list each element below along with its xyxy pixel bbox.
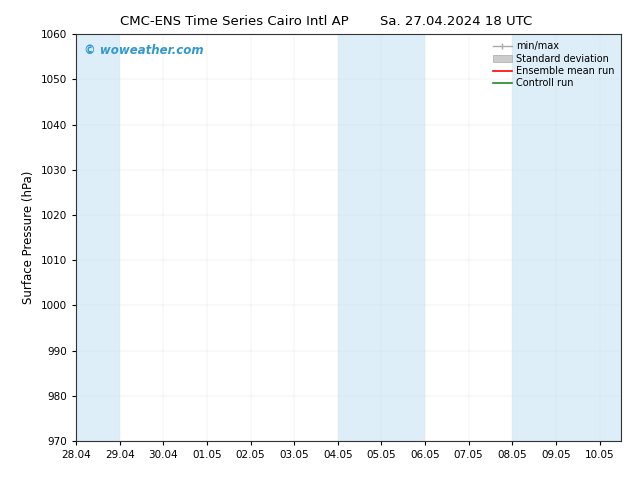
Text: Sa. 27.04.2024 18 UTC: Sa. 27.04.2024 18 UTC [380, 15, 533, 28]
Bar [512, 34, 621, 441]
Legend: min/max, Standard deviation, Ensemble mean run, Controll run: min/max, Standard deviation, Ensemble me… [491, 39, 616, 90]
Text: © woweather.com: © woweather.com [84, 45, 204, 57]
Bar [76, 34, 120, 441]
Text: CMC-ENS Time Series Cairo Intl AP: CMC-ENS Time Series Cairo Intl AP [120, 15, 349, 28]
Y-axis label: Surface Pressure (hPa): Surface Pressure (hPa) [22, 171, 36, 304]
Bar [338, 34, 425, 441]
